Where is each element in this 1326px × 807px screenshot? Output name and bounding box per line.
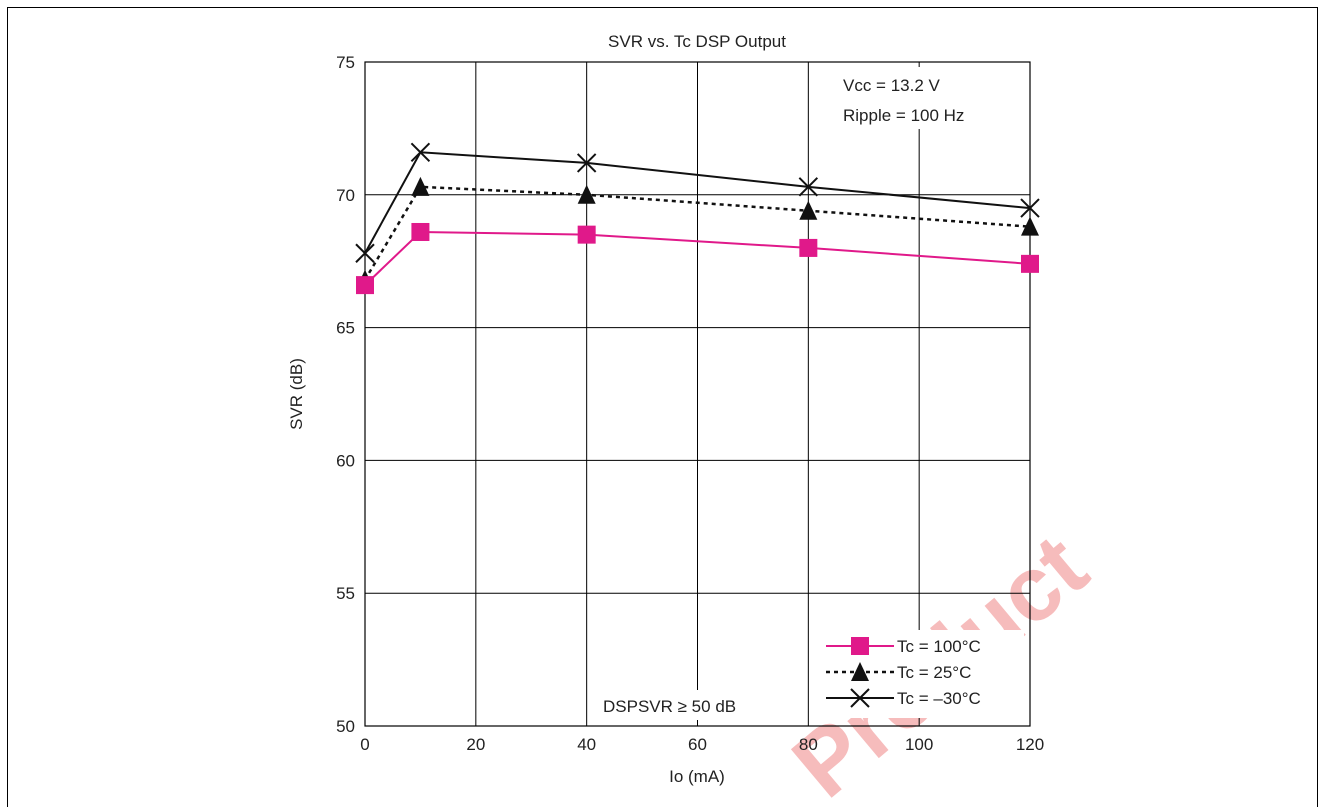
plot-area <box>364 61 1031 727</box>
annotation-box: Vcc = 13.2 V Ripple = 100 Hz <box>835 67 1025 129</box>
square-marker <box>1021 254 1039 273</box>
series-square <box>356 222 1039 295</box>
square-marker <box>577 225 596 244</box>
dspsvr-note-background <box>597 690 795 720</box>
triangle-marker <box>411 176 430 196</box>
x-tick-label: 60 <box>688 735 707 754</box>
x-tick-label: 80 <box>799 735 818 754</box>
x-marker <box>355 243 375 263</box>
legend-label: Tc = 25°C <box>897 663 971 682</box>
x-marker-stroke <box>1020 198 1040 218</box>
x-tick-label: 40 <box>577 735 596 754</box>
square-marker <box>356 276 374 295</box>
x-marker-stroke <box>576 153 597 173</box>
x-marker <box>576 153 597 173</box>
triangle-marker <box>1021 216 1039 236</box>
chart-title: SVR vs. Tc DSP Output <box>608 32 786 51</box>
y-axis-label: SVR (dB) <box>287 358 306 430</box>
y-tick-label: 50 <box>336 717 355 736</box>
annotation-ripple: Ripple = 100 Hz <box>843 106 964 125</box>
x-marker-stroke <box>850 688 870 708</box>
legend: Tc = 100°C Tc = 25°C Tc = –30°C <box>822 630 1024 718</box>
x-marker <box>410 142 431 163</box>
square-marker <box>411 222 430 241</box>
x-marker <box>798 177 819 197</box>
legend-label: Tc = –30°C <box>897 689 981 708</box>
series-x <box>355 142 1040 263</box>
square-marker <box>851 637 869 655</box>
x-tick-label: 120 <box>1016 735 1044 754</box>
triangle-marker <box>851 662 869 681</box>
tick-labels: 0 20 40 60 80 100 120 50 55 60 65 70 75 <box>336 53 1044 754</box>
series-group <box>355 142 1040 295</box>
triangle-marker <box>799 200 818 220</box>
y-tick-label: 60 <box>336 451 355 470</box>
x-marker <box>850 688 870 708</box>
figure-frame <box>7 7 1318 807</box>
square-marker <box>799 238 818 257</box>
triangle-marker <box>577 184 596 204</box>
y-tick-label: 65 <box>336 319 355 338</box>
grid <box>365 62 1030 726</box>
x-tick-label: 100 <box>905 735 933 754</box>
dspsvr-note: DSPSVR ≥ 50 dB <box>603 697 736 716</box>
y-tick-label: 70 <box>336 186 355 205</box>
x-marker-stroke <box>410 142 431 163</box>
x-marker-stroke <box>798 177 819 197</box>
y-tick-label: 75 <box>336 53 355 72</box>
y-tick-label: 55 <box>336 584 355 603</box>
x-marker <box>1020 198 1040 218</box>
x-tick-label: 20 <box>466 735 485 754</box>
annotation-vcc: Vcc = 13.2 V <box>843 76 941 95</box>
x-tick-label: 0 <box>360 735 369 754</box>
annotation-background <box>835 67 1025 129</box>
x-axis-label: Io (mA) <box>669 767 725 786</box>
legend-label: Tc = 100°C <box>897 637 981 656</box>
x-marker-stroke <box>355 243 375 263</box>
